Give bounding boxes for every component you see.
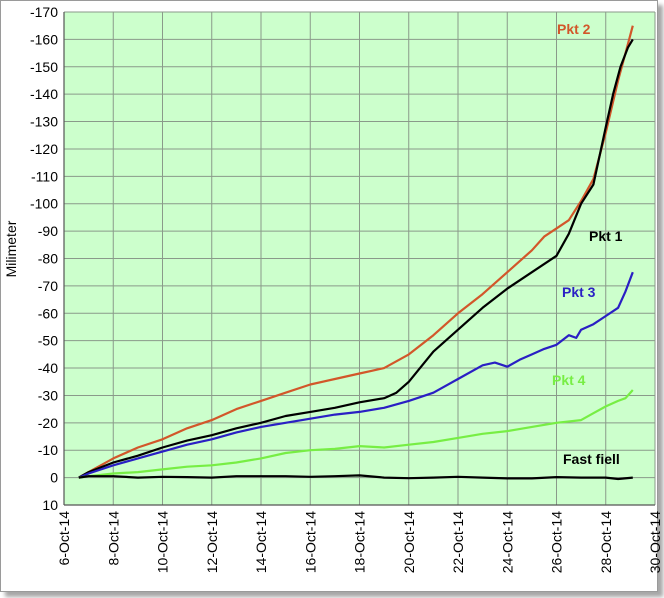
series-label-pkt-1: Pkt 1 — [589, 228, 623, 244]
y-tick-label: -60 — [38, 305, 58, 321]
x-tick-label: 20-Oct-14 — [401, 511, 417, 573]
y-tick-label: -40 — [38, 360, 58, 376]
y-tick-label: -170 — [30, 4, 58, 20]
y-tick-label: -100 — [30, 196, 58, 212]
y-tick-label: -110 — [31, 168, 58, 184]
y-tick-label: -30 — [38, 387, 58, 403]
series-line-pkt-4 — [78, 389, 634, 479]
y-tick-label: 10 — [42, 497, 58, 513]
x-tick-label: 18-Oct-14 — [352, 511, 368, 573]
y-tick-label: -80 — [38, 251, 58, 267]
x-tick-label: 6-Oct-14 — [56, 511, 72, 566]
x-tick-label: 28-Oct-14 — [598, 511, 614, 573]
series-label-pkt-3: Pkt 3 — [562, 284, 596, 300]
y-tick-label: 0 — [50, 470, 58, 486]
x-tick-label: 26-Oct-14 — [549, 511, 565, 573]
x-tick-labels: 6-Oct-14 8-Oct-14 10-Oct-14 12-Oct-14 14-Oct… — [56, 511, 663, 573]
series-line-pkt-2 — [78, 25, 634, 479]
y-tick-label: -70 — [38, 278, 58, 294]
series-line-fast-fiell — [78, 474, 633, 481]
x-tick-label: 10-Oct-14 — [155, 511, 171, 573]
x-tick-label: 22-Oct-14 — [450, 511, 466, 573]
series-group — [78, 25, 634, 481]
y-tick-label: -20 — [38, 415, 58, 431]
x-tick-label: 12-Oct-14 — [204, 511, 220, 573]
y-tick-labels: -170-160-150-140-130-120-110-100-90-80-7… — [30, 4, 58, 513]
y-tick-label: -140 — [30, 86, 58, 102]
x-tick-label: 30-Oct-14 — [647, 511, 663, 573]
y-tick-label: -120 — [30, 141, 58, 157]
y-axis-title: Milimeter — [3, 220, 19, 277]
axes — [63, 12, 655, 506]
x-tick-label: 14-Oct-14 — [253, 511, 269, 573]
y-tick-label: -130 — [30, 114, 58, 130]
y-tick-label: -10 — [38, 442, 58, 458]
series-line-pkt-3 — [78, 271, 634, 479]
series-label-pkt-4: Pkt 4 — [552, 372, 586, 388]
y-tick-label: -150 — [30, 59, 58, 75]
series-label-pkt-2: Pkt 2 — [557, 21, 591, 37]
series-labels: Pkt 2 Pkt 1 Pkt 3 Pkt 4 Fast fiell — [552, 21, 623, 467]
x-tick-label: 24-Oct-14 — [499, 511, 515, 573]
x-tick-label: 16-Oct-14 — [302, 511, 318, 573]
y-tick-label: -50 — [38, 333, 58, 349]
x-tick-label: 8-Oct-14 — [105, 511, 121, 566]
series-label-fast-fiell: Fast fiell — [563, 451, 620, 467]
series-line-pkt-1 — [78, 38, 634, 479]
y-tick-label: -90 — [38, 223, 58, 239]
y-tick-label: -160 — [30, 31, 58, 47]
